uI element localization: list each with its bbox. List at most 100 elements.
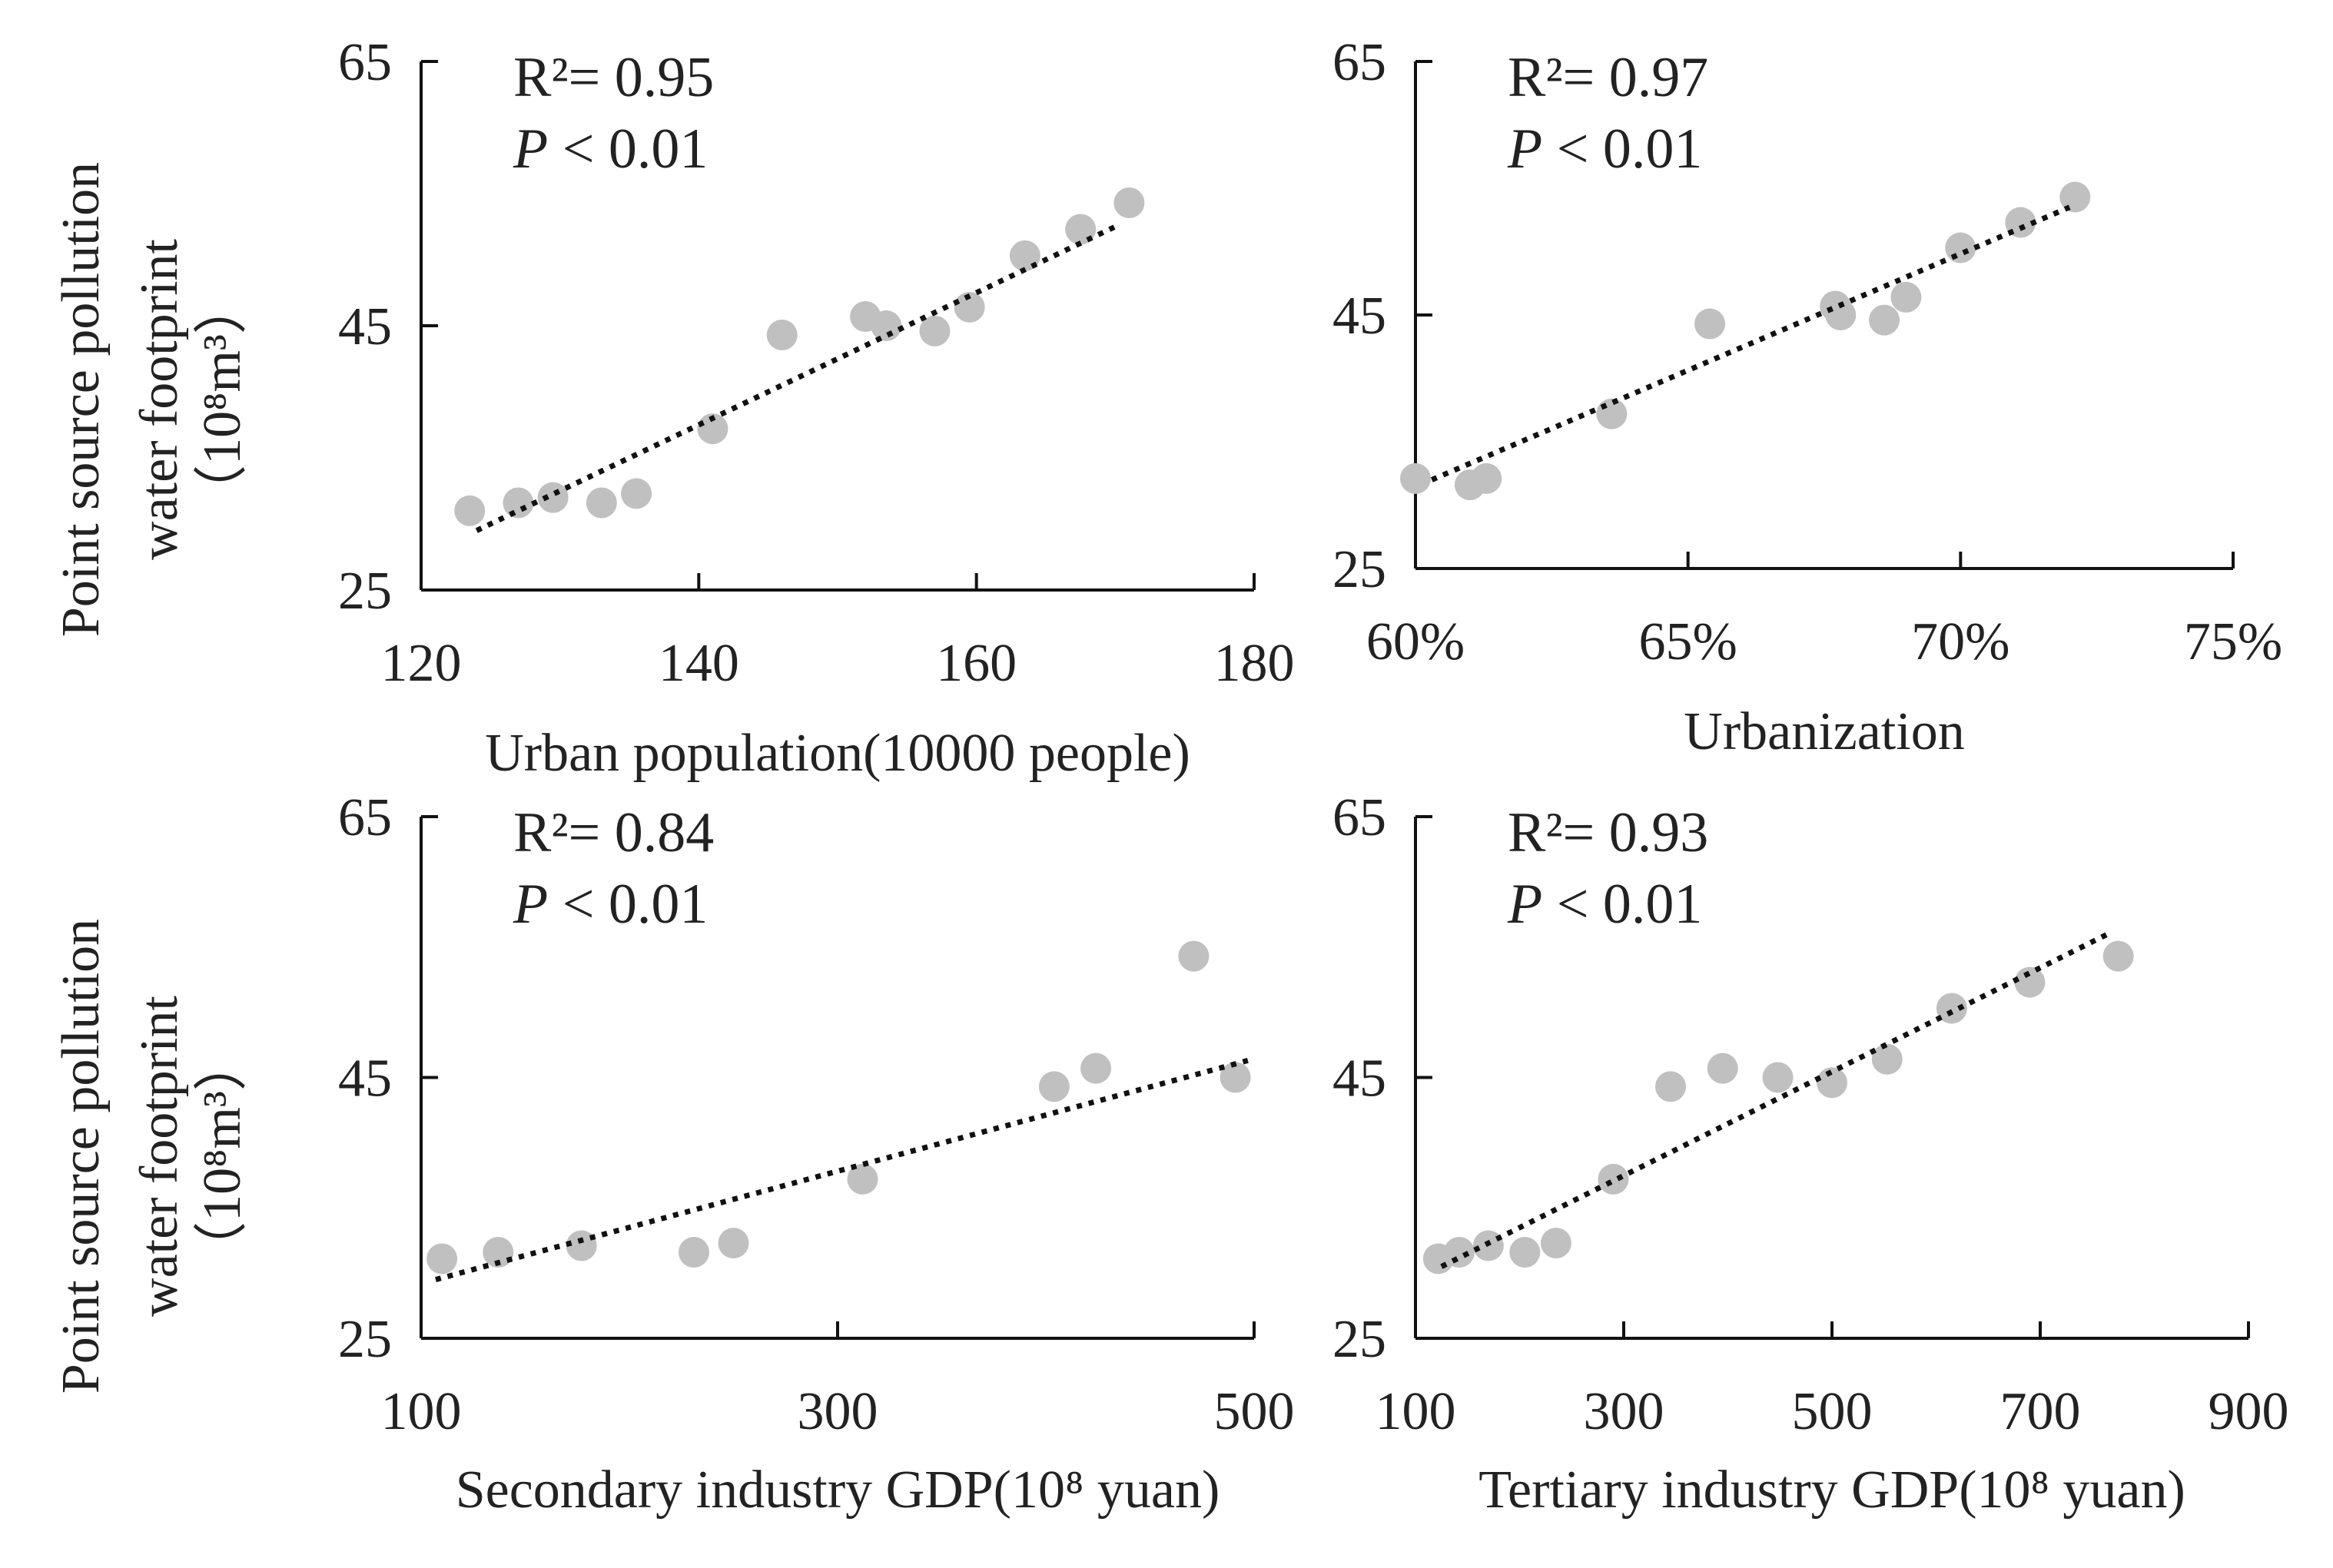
p-symbol: P: [1507, 873, 1542, 936]
x-tick-label: 500: [1214, 1382, 1295, 1441]
scatter-point: [1113, 187, 1145, 219]
x-tick-label: 100: [381, 1382, 462, 1441]
r-squared-label: R²= 0.84: [513, 801, 714, 864]
scatter-point: [1598, 1163, 1629, 1195]
scatter-point: [1871, 1043, 1903, 1075]
y-tick-label: 45: [1332, 1049, 1386, 1109]
x-axis-title: Secondary industry GDP(10⁸ yuan): [456, 1460, 1220, 1520]
scatter-point: [1694, 308, 1726, 340]
x-tick-label: 75%: [2184, 612, 2282, 671]
x-tick-label: 900: [2209, 1382, 2289, 1441]
scatter-point: [697, 413, 728, 445]
x-tick-label: 100: [1376, 1382, 1456, 1441]
scatter-point: [1945, 232, 1976, 264]
x-tick-label: 300: [798, 1382, 878, 1441]
scatter-point: [503, 487, 534, 519]
scatter-point: [2014, 966, 2046, 998]
scatter-point: [1825, 300, 1857, 330]
scatter-point: [1443, 1236, 1475, 1268]
p-value-label: P < 0.01: [513, 118, 708, 181]
trend-line: [1430, 204, 2071, 482]
scatter-panels: 25 45 65 120 140 160 180 Urban population(10000…: [338, 33, 2289, 1520]
y-tick-label: 25: [1332, 1310, 1386, 1369]
scatter-point: [537, 482, 569, 513]
p-symbol: P: [1507, 118, 1542, 181]
scatter-point: [954, 291, 985, 323]
ylabel-bottom-line1: Point source pollution: [51, 919, 111, 1394]
p-value-label: P < 0.01: [513, 873, 708, 936]
ylabel-bottom: Point source pollution water footprint （…: [51, 919, 252, 1394]
scatter-point: [483, 1236, 514, 1268]
scatter-point: [2059, 181, 2091, 213]
r-squared-label: R²= 0.95: [513, 46, 714, 109]
p-value: < 0.01: [1542, 118, 1702, 181]
scatter-point: [1869, 304, 1900, 336]
ylabel-top: Point source pollution water footprint （…: [51, 162, 252, 637]
y-tick-label: 45: [338, 297, 392, 356]
scatter-point: [1080, 1053, 1112, 1084]
p-symbol: P: [513, 873, 548, 936]
x-tick-label: 700: [2000, 1382, 2081, 1441]
x-tick-label: 180: [1214, 634, 1295, 693]
scatter-point: [919, 315, 951, 346]
panel-top-left: 25 45 65 120 140 160 180 Urban population(10000…: [338, 33, 1295, 783]
y-tick-label: 45: [338, 1049, 392, 1109]
panel-bottom-right: 25 45 65 100 300 500 700 900 Tertiary industry G…: [1332, 788, 2289, 1520]
p-value-label: P < 0.01: [1507, 873, 1702, 936]
scatter-point: [1654, 1071, 1686, 1102]
x-tick-label: 300: [1584, 1382, 1664, 1441]
x-tick-label: 140: [659, 634, 739, 693]
y-tick-label: 65: [1332, 33, 1386, 92]
scatter-point: [1220, 1062, 1251, 1093]
x-tick-label: 65%: [1639, 612, 1737, 671]
trend-line: [435, 1058, 1249, 1282]
x-tick-label: 120: [381, 634, 462, 693]
panel-bottom-left: 25 45 65 100 300 500 Secondary industry GDP(10…: [338, 788, 1295, 1520]
p-value-label: P < 0.01: [1507, 118, 1702, 181]
scatter-point: [1817, 1067, 1847, 1099]
y-tick-label: 45: [1332, 287, 1386, 346]
trend-line: [1440, 931, 2109, 1269]
scatter-point: [586, 487, 617, 519]
scatter-point: [1400, 462, 1431, 494]
panel-top-right: 25 45 65 60% 65% 70% 75% Urbanization R²= 0.97 P …: [1332, 33, 2282, 761]
r-squared-label: R²= 0.97: [1508, 46, 1708, 109]
trend-line: [475, 224, 1117, 533]
r-squared-label: R²= 0.93: [1508, 801, 1708, 864]
scatter-point: [566, 1230, 597, 1261]
scatter-point: [1178, 940, 1210, 972]
x-axis-title: Tertiary industry GDP(10⁸ yuan): [1478, 1460, 2185, 1520]
scatter-point: [847, 1163, 878, 1195]
y-tick-label: 65: [1332, 788, 1386, 847]
x-axis-title: Urban population(10000 people): [485, 724, 1190, 783]
scatter-point: [1762, 1062, 1794, 1093]
y-tick-label: 65: [338, 33, 392, 92]
y-tick-label: 25: [1332, 540, 1386, 599]
ylabel-top-line1: Point source pollution: [51, 162, 111, 637]
p-value: < 0.01: [548, 873, 708, 936]
y-tick-label: 65: [338, 788, 392, 847]
ylabel-top-line2: water footprint: [130, 238, 189, 559]
scatter-point: [454, 495, 486, 526]
scatter-point: [1038, 1071, 1070, 1102]
scatter-point: [1890, 281, 1922, 313]
p-symbol: P: [513, 118, 548, 181]
scatter-point: [718, 1228, 749, 1259]
x-tick-label: 70%: [1911, 612, 2009, 671]
x-tick-label: 60%: [1366, 612, 1465, 671]
scatter-point: [1540, 1228, 1571, 1259]
scatter-point: [1596, 398, 1628, 429]
ylabel-bottom-line2: water footprint: [130, 995, 189, 1316]
ylabel-top-unit: （10⁸m³）: [193, 280, 252, 519]
y-tick-label: 25: [338, 562, 392, 621]
x-tick-label: 160: [936, 634, 1017, 693]
scatter-point: [1707, 1053, 1738, 1084]
scatter-point: [2102, 940, 2134, 972]
scatter-point: [766, 320, 798, 351]
scatter-point: [621, 478, 652, 509]
scatter-point: [1509, 1236, 1541, 1268]
scatter-point: [871, 310, 902, 341]
x-axis-title: Urbanization: [1684, 702, 1964, 761]
scatter-point: [1471, 462, 1502, 494]
